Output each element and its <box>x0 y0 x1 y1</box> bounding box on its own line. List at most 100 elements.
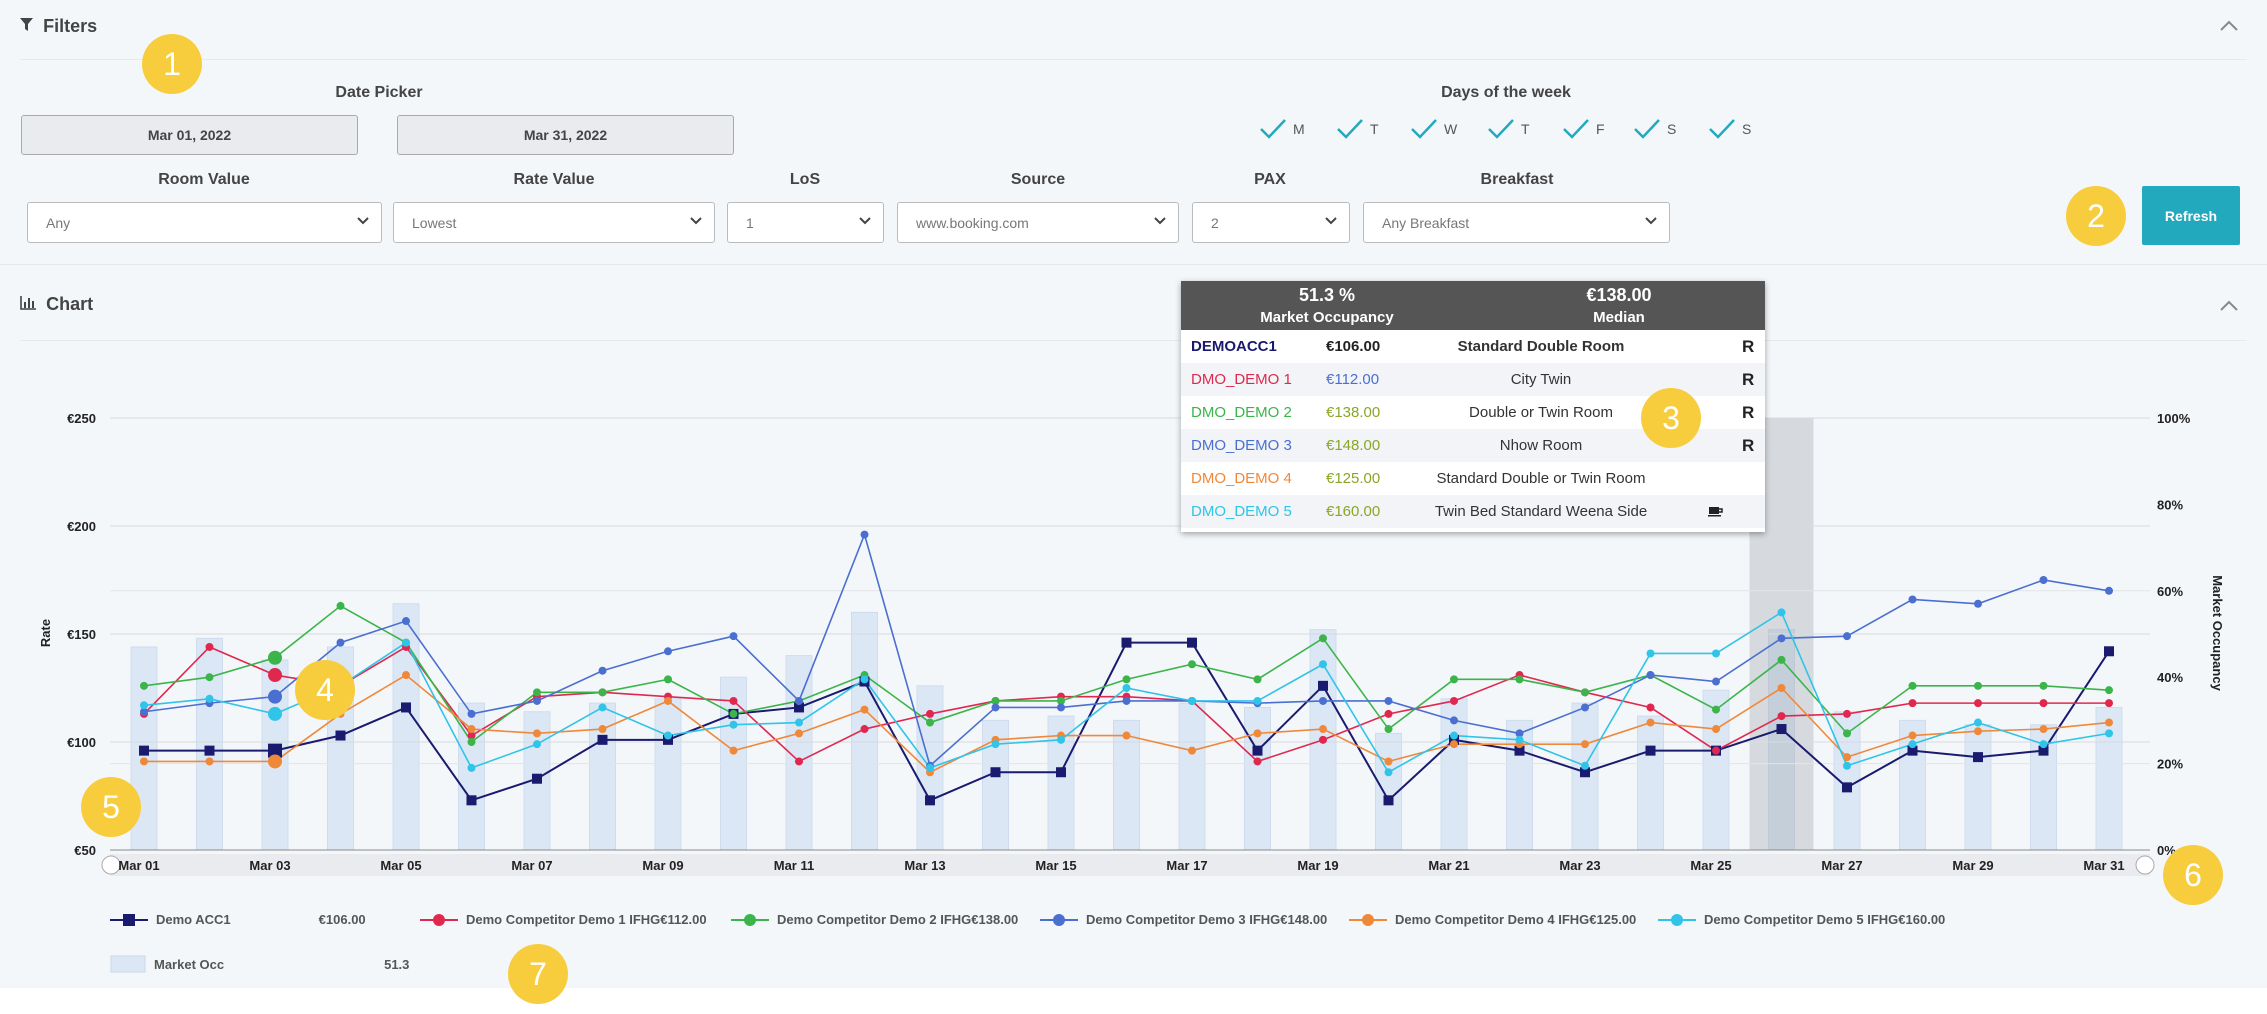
start-date-field[interactable]: Mar 01, 2022 <box>21 115 358 155</box>
data-point <box>1515 675 1524 684</box>
day-checkbox-tue[interactable]: T <box>1336 118 1379 140</box>
data-point <box>1319 696 1327 705</box>
legend-label: Demo Competitor Demo 4 IFHG€125.00 <box>1395 912 1637 927</box>
day-checkbox-sat[interactable]: S <box>1633 118 1676 140</box>
legend-item-market-occ[interactable]: Market Occ 51.3 <box>110 955 409 973</box>
data-point <box>2039 699 2048 708</box>
data-point <box>991 703 1000 712</box>
grid-lines <box>110 417 2150 851</box>
filters-title: Filters <box>43 16 98 36</box>
legend-item-demo-acc1[interactable]: Demo ACC1 €106.00 <box>110 912 366 927</box>
data-point <box>205 642 214 651</box>
los-label: LoS <box>789 171 821 188</box>
market-occ-bar <box>1702 689 1730 851</box>
data-point <box>1514 745 1525 756</box>
day-checkbox-mon[interactable]: M <box>1259 118 1305 140</box>
refresh-button[interactable]: Refresh <box>2142 186 2240 245</box>
data-point <box>140 701 148 710</box>
room-type: Standard Double Room <box>1457 338 1625 355</box>
data-point <box>1712 725 1720 734</box>
y2-axis-label: Market Occupancy <box>2210 575 2225 691</box>
data-point <box>1187 637 1197 648</box>
x-tick-label: Mar 13 <box>904 858 945 873</box>
x-axis-scroll-track <box>110 854 2150 876</box>
data-point <box>204 745 215 756</box>
room-value-label: Room Value <box>158 171 250 188</box>
data-point <box>663 734 673 745</box>
data-point <box>1449 734 1459 745</box>
collapse-filters-icon[interactable] <box>2219 12 2239 38</box>
day-checkbox-thu[interactable]: T <box>1487 118 1530 140</box>
data-point <box>926 718 934 727</box>
tooltip-header: 51.3 % Market Occupancy €138.00 Median <box>1181 281 1765 330</box>
x-tick-label: Mar 15 <box>1035 858 1076 873</box>
day-checkbox-sun[interactable]: S <box>1708 118 1751 140</box>
check-icon <box>1634 119 1660 139</box>
data-point <box>1646 649 1655 658</box>
data-point <box>467 731 476 740</box>
end-date-field[interactable]: Mar 31, 2022 <box>397 115 734 155</box>
chart-header[interactable]: Chart <box>20 294 93 315</box>
source-selected: www.booking.com <box>916 214 1029 231</box>
data-point <box>467 763 476 772</box>
legend-item-competitor-4[interactable]: Demo Competitor Demo 4 IFHG€125.00 <box>1349 912 1636 927</box>
data-point <box>1450 675 1458 684</box>
market-occ-bar <box>654 698 682 851</box>
data-point <box>532 773 542 784</box>
data-point <box>1776 724 1787 735</box>
y-tick-label: €150 <box>67 627 96 642</box>
data-point <box>1057 703 1065 712</box>
x-tick-label: Mar 21 <box>1428 858 1469 873</box>
y2-tick-label: 60% <box>2157 584 2183 599</box>
check-icon <box>1709 119 1735 139</box>
data-point <box>1450 740 1458 749</box>
los-select[interactable]: 1 <box>727 202 884 243</box>
data-point <box>1777 684 1786 692</box>
rate-flag: R <box>1742 402 1755 422</box>
data-point <box>1973 752 1983 763</box>
day-checkbox-wed[interactable]: W <box>1410 118 1457 140</box>
data-point <box>1843 709 1851 718</box>
breakfast-select[interactable]: Any Breakfast <box>1363 202 1670 243</box>
y2-tick-label: 40% <box>2157 670 2183 685</box>
callout-marker-7: 7 <box>508 944 568 1004</box>
data-point <box>2039 681 2048 690</box>
chevron-down-icon <box>859 217 871 225</box>
competitor-name: DMO_DEMO 3 <box>1191 437 1292 454</box>
divider <box>20 59 2247 60</box>
data-point <box>598 725 607 734</box>
rate-value-select[interactable]: Lowest <box>393 202 715 243</box>
filter-icon <box>20 18 37 36</box>
data-point <box>1253 675 1262 684</box>
market-occ-bar <box>1899 719 1926 851</box>
legend-item-competitor-5[interactable]: Demo Competitor Demo 5 IFHG€160.00 <box>1658 912 1945 927</box>
data-point <box>729 696 738 705</box>
legend-item-competitor-2[interactable]: Demo Competitor Demo 2 IFHG€138.00 <box>731 912 1018 927</box>
filters-header[interactable]: Filters <box>20 16 97 37</box>
data-point <box>467 725 476 734</box>
room-value-select[interactable]: Any <box>27 202 382 243</box>
data-point <box>860 725 869 734</box>
data-point <box>336 638 345 647</box>
data-point <box>1908 681 1917 690</box>
data-point <box>990 767 1001 778</box>
source-select[interactable]: www.booking.com <box>897 202 1179 243</box>
legend-item-competitor-3[interactable]: Demo Competitor Demo 3 IFHG€148.00 <box>1040 912 1327 927</box>
collapse-chart-icon[interactable] <box>2219 292 2239 318</box>
data-point <box>1122 675 1131 684</box>
data-point <box>1843 729 1851 738</box>
data-point <box>1974 599 1982 608</box>
market-occ-bar <box>1113 719 1140 851</box>
data-point <box>729 720 738 729</box>
check-icon <box>1260 119 1286 139</box>
tooltip-row: DMO_DEMO 2 €138.00 Double or Twin Room R <box>1181 396 1765 429</box>
x-tick-label: Mar 07 <box>511 858 552 873</box>
data-point <box>402 671 410 680</box>
market-occupancy-label: Market Occupancy <box>1260 309 1394 326</box>
data-point <box>1712 746 1720 755</box>
pax-select[interactable]: 2 <box>1192 202 1350 243</box>
bar-swatch-icon <box>110 955 146 973</box>
legend-item-competitor-1[interactable]: Demo Competitor Demo 1 IFHG€112.00 <box>420 912 707 927</box>
day-checkbox-fri[interactable]: F <box>1562 118 1605 140</box>
data-point <box>729 709 738 718</box>
